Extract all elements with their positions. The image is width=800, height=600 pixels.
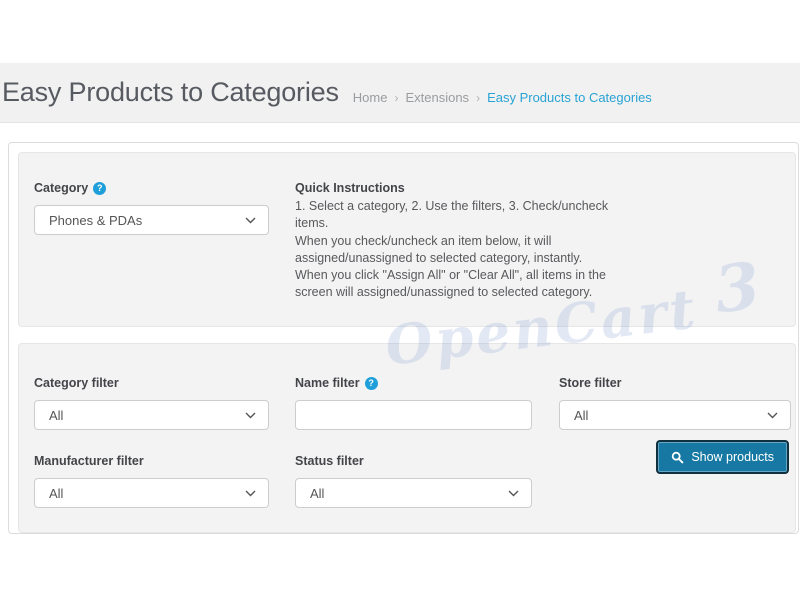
search-icon [672, 451, 684, 463]
filters-section: Category filter All Name filter ? Store … [18, 343, 796, 533]
instruction-line: When you click "Assign All" or "Clear Al… [295, 268, 606, 283]
name-filter-label: Name filter ? [295, 376, 532, 390]
breadcrumb-extensions[interactable]: Extensions [405, 90, 470, 105]
status-filter-group: Status filter All [295, 454, 532, 508]
chevron-down-icon [245, 412, 256, 418]
main-panel: Category ? Phones & PDAs Quick Instructi… [8, 142, 799, 534]
show-products-label: Show products [691, 450, 774, 464]
page-title: Easy Products to Categories [2, 77, 339, 107]
name-filter-group: Name filter ? [295, 376, 532, 430]
help-icon[interactable]: ? [364, 376, 378, 390]
manufacturer-filter-label: Manufacturer filter [34, 454, 269, 468]
manufacturer-filter-group: Manufacturer filter All [34, 454, 269, 508]
page-header: Easy Products to Categories Home › Exten… [0, 63, 800, 123]
store-filter-select[interactable]: All [559, 400, 791, 430]
category-field-group: Category ? Phones & PDAs [34, 181, 269, 235]
name-filter-label-text: Name filter [295, 376, 360, 390]
instruction-line: assigned/unassigned to selected category… [295, 250, 583, 265]
category-select-value: Phones & PDAs [49, 212, 143, 228]
category-filter-select[interactable]: All [34, 400, 269, 430]
manufacturer-filter-value: All [49, 485, 64, 501]
breadcrumb-home[interactable]: Home [352, 90, 388, 105]
help-icon[interactable]: ? [93, 181, 107, 195]
breadcrumb: Home › Extensions › Easy Products to Cat… [353, 80, 652, 105]
category-select[interactable]: Phones & PDAs [34, 205, 269, 235]
chevron-down-icon [767, 412, 778, 418]
quick-instructions: Quick Instructions 1. Select a category,… [295, 181, 611, 302]
instruction-line: screen will assigned/unassigned to selec… [295, 285, 593, 300]
chevron-down-icon [245, 217, 256, 223]
show-products-button[interactable]: Show products [656, 440, 789, 474]
category-filter-label-text: Category filter [34, 376, 119, 390]
status-filter-select[interactable]: All [295, 478, 532, 508]
breadcrumb-separator: › [394, 90, 399, 105]
store-filter-label: Store filter [559, 376, 791, 390]
status-filter-label: Status filter [295, 454, 532, 468]
category-label-text: Category [34, 181, 89, 195]
category-filter-group: Category filter All [34, 376, 269, 430]
quick-instructions-title: Quick Instructions [295, 181, 405, 195]
chevron-down-icon [508, 490, 519, 496]
category-section: Category ? Phones & PDAs Quick Instructi… [18, 152, 796, 327]
category-label: Category ? [34, 181, 269, 195]
store-filter-value: All [574, 407, 589, 423]
breadcrumb-current[interactable]: Easy Products to Categories [487, 90, 652, 105]
instruction-line: items. [295, 216, 329, 231]
store-filter-group: Store filter All [559, 376, 791, 430]
breadcrumb-separator: › [476, 90, 481, 105]
instruction-line: 1. Select a category, 2. Use the filters… [295, 199, 609, 213]
status-filter-label-text: Status filter [295, 454, 364, 468]
status-filter-value: All [310, 485, 325, 501]
manufacturer-filter-select[interactable]: All [34, 478, 269, 508]
category-filter-label: Category filter [34, 376, 269, 390]
category-filter-value: All [49, 407, 64, 423]
instruction-line: When you check/uncheck an item below, it… [295, 233, 552, 248]
name-filter-input[interactable] [295, 400, 532, 430]
manufacturer-filter-label-text: Manufacturer filter [34, 454, 144, 468]
store-filter-label-text: Store filter [559, 376, 622, 390]
chevron-down-icon [245, 490, 256, 496]
